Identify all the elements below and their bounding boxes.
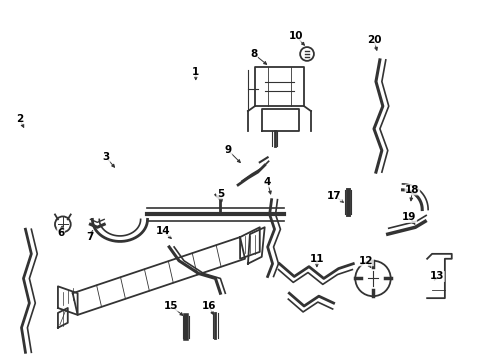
Polygon shape [255, 67, 304, 106]
Text: 8: 8 [250, 49, 257, 59]
Polygon shape [240, 227, 260, 259]
Text: 4: 4 [264, 177, 271, 187]
Text: 6: 6 [57, 228, 65, 238]
Text: 16: 16 [201, 301, 216, 311]
Text: 10: 10 [289, 31, 303, 41]
Polygon shape [73, 237, 245, 315]
Text: 14: 14 [156, 226, 171, 236]
Circle shape [355, 261, 391, 296]
Text: 17: 17 [327, 191, 342, 201]
Text: 3: 3 [102, 152, 110, 162]
Text: 12: 12 [359, 256, 373, 266]
Text: 1: 1 [192, 67, 199, 77]
Text: 11: 11 [310, 254, 324, 264]
Text: 20: 20 [367, 35, 381, 45]
Polygon shape [262, 109, 299, 131]
Circle shape [55, 216, 71, 232]
Text: 13: 13 [430, 271, 444, 282]
Text: 7: 7 [86, 232, 93, 242]
Text: 5: 5 [217, 189, 224, 199]
Text: 9: 9 [225, 145, 232, 156]
Polygon shape [427, 254, 452, 298]
Text: 15: 15 [164, 301, 178, 311]
Text: 19: 19 [402, 212, 416, 222]
Text: 18: 18 [405, 185, 419, 195]
Circle shape [300, 47, 314, 61]
Polygon shape [58, 286, 77, 315]
Text: 2: 2 [16, 114, 23, 124]
